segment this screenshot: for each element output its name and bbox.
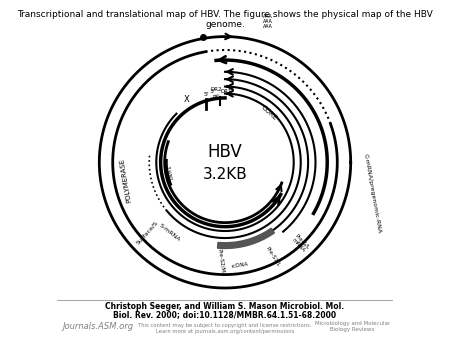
Text: CORE: CORE — [260, 104, 279, 122]
Text: POLYMERASE: POLYMERASE — [119, 157, 133, 202]
Text: Biol. Rev. 2000; doi:10.1128/MMBR.64.1.51-68.2000: Biol. Rev. 2000; doi:10.1128/MMBR.64.1.5… — [113, 310, 337, 319]
Text: DR1: DR1 — [221, 89, 233, 94]
Text: Transcriptional and translational map of HBV. The figure shows the physical map : Transcriptional and translational map of… — [17, 10, 433, 29]
Text: ENH1: ENH1 — [167, 164, 175, 180]
Text: Christoph Seeger, and William S. Mason Microbiol. Mol.: Christoph Seeger, and William S. Mason M… — [105, 302, 345, 311]
Text: 3': 3' — [209, 89, 215, 94]
Text: Pre-S1/L: Pre-S1/L — [265, 245, 281, 267]
Text: Microbiology and Molecular
Biology Reviews: Microbiology and Molecular Biology Revie… — [315, 321, 390, 332]
Text: Pre-S/L
mRNA: Pre-S/L mRNA — [290, 233, 311, 254]
Text: 5': 5' — [204, 92, 209, 97]
Text: HBV: HBV — [207, 143, 243, 161]
Text: Surface/S: Surface/S — [135, 219, 159, 245]
Text: PC: PC — [212, 94, 220, 100]
Polygon shape — [217, 228, 274, 248]
Text: Journals.ASM.org: Journals.ASM.org — [62, 322, 133, 331]
Text: This content may be subject to copyright and license restrictions.
Learn more at: This content may be subject to copyright… — [138, 323, 312, 334]
Text: X: X — [184, 95, 190, 104]
Text: 3.2KB: 3.2KB — [202, 167, 248, 182]
Text: AAA
AAA
AAA: AAA AAA AAA — [263, 14, 273, 29]
Text: S-mRNA: S-mRNA — [158, 223, 181, 243]
Text: C-mRNA/pregenomic-RNA: C-mRNA/pregenomic-RNA — [363, 153, 382, 234]
Text: Pre-S2/M: Pre-S2/M — [217, 248, 226, 273]
Text: DR2: DR2 — [211, 87, 222, 92]
Text: rcDNA: rcDNA — [230, 262, 248, 269]
